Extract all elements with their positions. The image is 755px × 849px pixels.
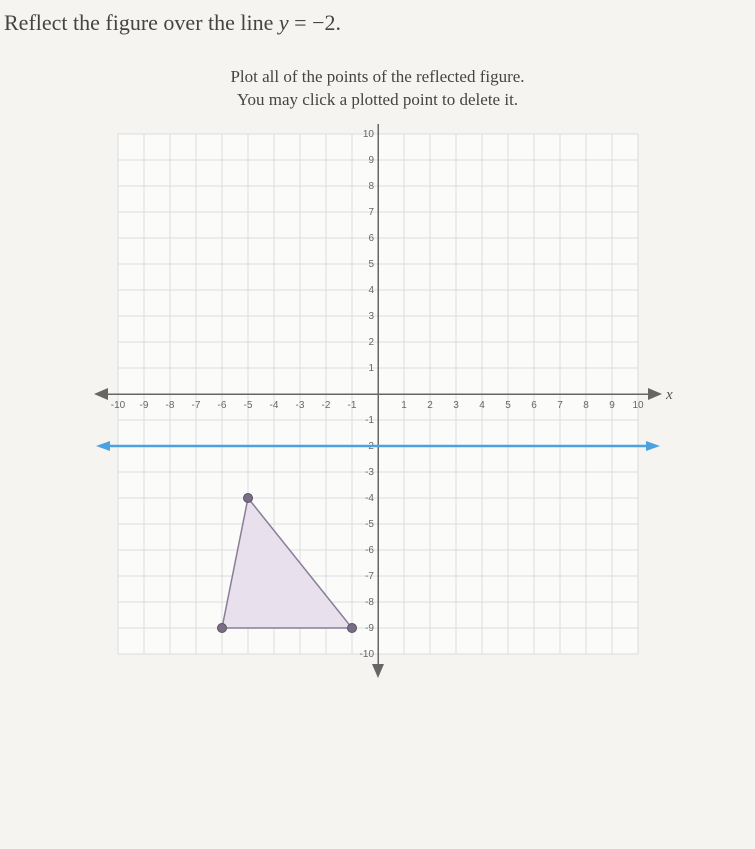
svg-text:-6: -6	[365, 545, 374, 556]
svg-text:-10: -10	[110, 400, 125, 411]
svg-text:-1: -1	[365, 415, 374, 426]
svg-text:7: 7	[368, 207, 374, 218]
svg-text:7: 7	[557, 400, 563, 411]
svg-text:5: 5	[505, 400, 511, 411]
svg-text:8: 8	[368, 181, 374, 192]
instruction-line-2: You may click a plotted point to delete …	[237, 90, 518, 109]
plot-svg[interactable]: -10 -9 -8 -7 -6 -5 -4 -3 -2 -1 1 2 3 4 5 6 7 8 9 10 -10 -9 -8 -…	[68, 124, 688, 684]
svg-text:10: 10	[362, 129, 374, 140]
svg-text:2: 2	[368, 337, 374, 348]
triangle-vertex[interactable]	[243, 493, 252, 502]
question-prefix: Reflect the figure over the line	[4, 10, 279, 35]
svg-text:-4: -4	[365, 493, 374, 504]
svg-text:-5: -5	[243, 400, 252, 411]
svg-text:8: 8	[583, 400, 589, 411]
svg-text:6: 6	[531, 400, 537, 411]
x-axis-label: x	[665, 387, 673, 403]
question-eq-rhs: = −2.	[289, 10, 341, 35]
svg-text:-6: -6	[217, 400, 226, 411]
svg-text:-4: -4	[269, 400, 278, 411]
triangle-vertex[interactable]	[217, 623, 226, 632]
coordinate-plot[interactable]: -10 -9 -8 -7 -6 -5 -4 -3 -2 -1 1 2 3 4 5 6 7 8 9 10 -10 -9 -8 -…	[68, 124, 688, 684]
svg-text:1: 1	[368, 363, 374, 374]
instructions: Plot all of the points of the reflected …	[0, 66, 755, 112]
question-eq-lhs: y	[279, 10, 289, 35]
svg-text:-3: -3	[365, 467, 374, 478]
svg-text:1: 1	[401, 400, 407, 411]
svg-text:3: 3	[453, 400, 459, 411]
svg-text:2: 2	[427, 400, 433, 411]
svg-text:-8: -8	[165, 400, 174, 411]
svg-text:-10: -10	[359, 649, 374, 660]
svg-text:3: 3	[368, 311, 374, 322]
svg-text:-9: -9	[365, 623, 374, 634]
triangle-vertex[interactable]	[347, 623, 356, 632]
svg-text:-1: -1	[347, 400, 356, 411]
svg-text:-5: -5	[365, 519, 374, 530]
svg-text:-8: -8	[365, 597, 374, 608]
svg-text:5: 5	[368, 259, 374, 270]
svg-text:6: 6	[368, 233, 374, 244]
svg-text:-7: -7	[365, 571, 374, 582]
svg-text:-9: -9	[139, 400, 148, 411]
question-text: Reflect the figure over the line y = −2.	[4, 10, 755, 36]
svg-text:9: 9	[368, 155, 374, 166]
svg-text:4: 4	[368, 285, 374, 296]
svg-text:-3: -3	[295, 400, 304, 411]
svg-text:-2: -2	[321, 400, 330, 411]
svg-text:4: 4	[479, 400, 485, 411]
svg-text:-7: -7	[191, 400, 200, 411]
svg-text:9: 9	[609, 400, 615, 411]
svg-text:10: 10	[632, 400, 644, 411]
instruction-line-1: Plot all of the points of the reflected …	[230, 67, 524, 86]
